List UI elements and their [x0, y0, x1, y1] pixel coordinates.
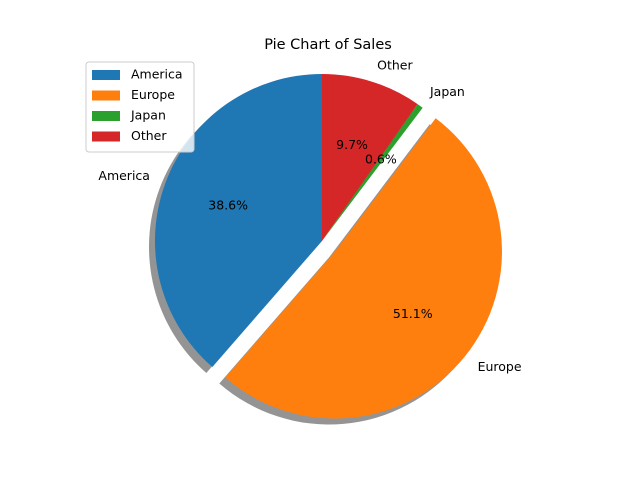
pie-slice-america [155, 74, 322, 367]
legend-label-other: Other [131, 128, 167, 143]
legend: America Europe Japan Other [85, 61, 195, 153]
slice-percent-america: 38.6% [208, 197, 248, 212]
pie-slice-japan [322, 104, 423, 242]
pie-slice-other [322, 74, 418, 241]
legend-swatch-other [92, 131, 120, 142]
pie-slices [155, 74, 502, 419]
slice-label-other: Other [377, 57, 413, 72]
chart-title: Pie Chart of Sales [264, 37, 392, 53]
pie-slice-europe [225, 118, 502, 419]
pie-labels: America Europe Japan Other [98, 57, 521, 374]
slice-percent-japan: 0.6% [365, 151, 397, 166]
legend-box [85, 61, 195, 153]
legend-swatch-america [92, 70, 120, 80]
legend-items: America Europe Japan Other [92, 67, 183, 143]
legend-swatch-japan [92, 111, 120, 121]
slice-label-japan: Japan [429, 84, 465, 99]
slice-label-europe: Europe [478, 359, 522, 374]
slice-label-america: America [98, 168, 150, 183]
slice-percent-europe: 51.1% [393, 306, 433, 321]
legend-label-america: America [131, 67, 183, 82]
legend-label-japan: Japan [130, 108, 166, 123]
slice-percent-other: 9.7% [336, 137, 368, 152]
legend-swatch-europe [92, 90, 120, 101]
legend-label-europe: Europe [131, 87, 175, 102]
pie-percent-labels: 38.6% 51.1% 0.6%9.7% [208, 137, 432, 321]
